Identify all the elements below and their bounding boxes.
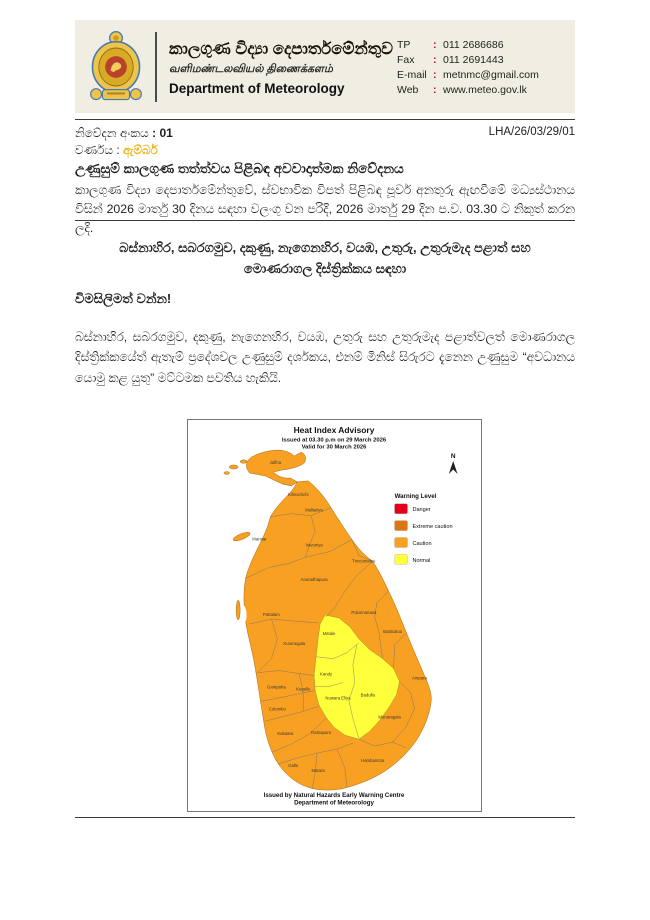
issue-paragraph: කාලගුණ විද්‍යා දෙපාර්තමේන්තුවේ, ස්වභාවික…	[75, 183, 575, 236]
notice-meta-line: නිවේදන අංකය : 01 LHA/26/03/29/01	[75, 126, 575, 141]
district-label-colombo: Colombo	[269, 706, 287, 711]
map-footer-line2: Department of Meteorology	[294, 800, 374, 807]
district-label-hambantota: Hambantota	[361, 758, 385, 763]
contact-value: 011 2691443	[443, 53, 504, 66]
letterhead: කාලගුණ විද්‍යා දෙපාර්තමේන්තුව வளிமண்டலவி…	[75, 20, 575, 113]
puttalam-lagoon	[238, 605, 247, 625]
notice-number-label: නිවේදන අංකය	[75, 126, 149, 140]
district-label-anuradhapura: Anuradhapura	[301, 577, 329, 582]
district-label-galle: Galle	[288, 763, 299, 768]
district-label-badulla: Badulla	[361, 692, 376, 697]
district-label-matara: Matara	[311, 768, 325, 773]
district-boundaries	[245, 481, 415, 789]
sri-lanka-emblem-logo	[90, 30, 142, 100]
affected-areas-line1: බස්නාහිර, සබරගමුව, දකුණු, නැගෙනහිර, වයඹ,…	[119, 240, 531, 255]
contact-row-email: E-mail: metnmc@gmail.com	[397, 68, 565, 83]
district-label-kalutara: Kalutara	[277, 731, 294, 736]
legend-swatch-caution	[394, 537, 408, 548]
legend-label-normal: Normal	[412, 558, 430, 564]
map-issued-line: Issued at 03.30 p.m on 29 March 2026	[282, 438, 387, 444]
district-label-batticaloa: Batticaloa	[383, 629, 402, 634]
district-label-gampaha: Gampaha	[267, 685, 286, 690]
district-label-ampara: Ampara	[412, 676, 428, 681]
district-label-kilinochchi: Kilinochchi	[288, 492, 308, 497]
district-label-kurunegala: Kurunegala	[283, 641, 305, 646]
contact-label: TP	[397, 38, 411, 51]
department-title-english: Department of Meteorology	[169, 80, 345, 96]
color-code-line: වර්ණය : ඇම්බර්	[75, 143, 158, 158]
colon: :	[433, 68, 437, 81]
island-shape	[239, 459, 248, 464]
map-valid-line: Valid for 30 March 2026	[302, 445, 368, 451]
legend-swatch-danger	[394, 503, 408, 514]
district-label-vavuniya: Vavuniya	[306, 542, 324, 547]
district-label-nuwara-eliya: Nuwara Eliya	[325, 695, 351, 700]
district-label-polonnaruwa: Polonnaruwa	[351, 610, 377, 615]
warning-level-legend: Danger Extreme caution Caution Normal	[394, 503, 453, 565]
notice-number-value: 01	[159, 126, 173, 140]
legend-label-caution: Caution	[412, 541, 431, 547]
body-paragraph: බස්නාහිර, සබරගමුව, දකුණු, නැගෙනහිර, වයඹ,…	[75, 330, 575, 385]
contact-label: Web	[397, 83, 419, 96]
legend-label-danger: Danger	[412, 507, 430, 513]
legend-swatch-normal	[394, 554, 408, 565]
district-label-ratnapura: Ratnapura	[311, 730, 332, 735]
district-labels: Jaffna Kilinochchi Mullaitivu Mannar Vavuniy…	[252, 460, 427, 773]
contact-block: TP:011 2686686 Fax:011 2691443 E-mail: metn…	[397, 36, 565, 98]
district-label-kegalle: Kegalle	[296, 686, 311, 691]
north-label: N	[451, 453, 456, 460]
legend-title: Warning Level	[395, 493, 437, 500]
color-code-value: ඇම්බර්	[123, 143, 158, 157]
colon: :	[433, 83, 437, 96]
normal-level-region	[313, 614, 400, 740]
island-shape	[223, 471, 230, 475]
district-label-kandy: Kandy	[320, 672, 333, 677]
district-label-matale: Matale	[323, 631, 336, 636]
divider-bottom	[75, 817, 575, 818]
north-arrow-icon	[448, 461, 458, 474]
contact-value: metnmc@gmail.com	[443, 68, 539, 81]
department-title-tamil: வளிமண்டலவியல் திணைக்களம்	[169, 62, 333, 75]
department-titles: කාලගුණ විද්‍යා දෙපාර්තමේන්තුව வளிமண்டலவி…	[169, 37, 397, 96]
legend-swatch-extreme-caution	[394, 520, 408, 531]
district-label-jaffna: Jaffna	[270, 460, 282, 465]
kalpitiya-strip-shape	[235, 599, 241, 621]
affected-areas-line: බස්නාහිර, සබරගමුව, දකුණු, නැගෙනහිර, වයඹ,…	[75, 238, 575, 280]
color-code-label: වර්ණය	[75, 143, 113, 157]
department-title-sinhala: කාලගුණ විද්‍යා දෙපාර්තමේන්තුව	[169, 40, 394, 59]
colon: :	[433, 53, 437, 66]
legend-label-extreme-caution: Extreme caution	[412, 524, 452, 530]
letterhead-divider	[155, 31, 157, 102]
contact-row-web: Web: www.meteo.gov.lk	[397, 83, 565, 98]
notice-number: නිවේදන අංකය : 01	[75, 126, 173, 141]
colon: :	[116, 143, 120, 157]
contact-row-fax: Fax:011 2691443	[397, 53, 565, 68]
be-alert-line: විමසිලිමත් වන්න!	[75, 291, 172, 306]
colon: :	[433, 38, 437, 51]
district-label-mannar: Mannar	[252, 537, 267, 542]
contact-row-tp: TP:011 2686686	[397, 38, 565, 53]
island-shape	[228, 464, 239, 470]
contact-label: Fax	[397, 53, 415, 66]
affected-areas-line2: මොණරාගල දිස්ත්‍රික්කය සඳහා	[243, 260, 407, 276]
advisory-heading: උණුසුම් කාලගුණ තත්ත්වය පිළිබඳ අවවාදාත්මක…	[75, 161, 404, 176]
contact-value: 011 2686686	[443, 38, 504, 51]
district-label-mullaitivu: Mullaitivu	[305, 508, 323, 513]
heat-index-map: Heat Index Advisory Issued at 03.30 p.m …	[187, 419, 482, 812]
contact-value: www.meteo.gov.lk	[443, 83, 527, 96]
divider-top	[75, 119, 575, 120]
district-label-trincomalee: Trincomalee	[352, 558, 376, 563]
mannar-island-shape	[233, 532, 251, 542]
map-title: Heat Index Advisory	[294, 425, 375, 435]
jaffna-peninsula-shape	[246, 449, 306, 487]
contact-label: E-mail	[397, 68, 427, 81]
map-footer-line1: Issued by Natural Hazards Early Warning …	[264, 792, 405, 799]
district-label-monaragala: Monaragala	[378, 714, 401, 719]
colon: :	[152, 126, 157, 140]
divider-middle	[75, 220, 575, 221]
district-label-puttalam: Puttalam	[263, 612, 280, 617]
reference-number: LHA/26/03/29/01	[488, 126, 575, 138]
